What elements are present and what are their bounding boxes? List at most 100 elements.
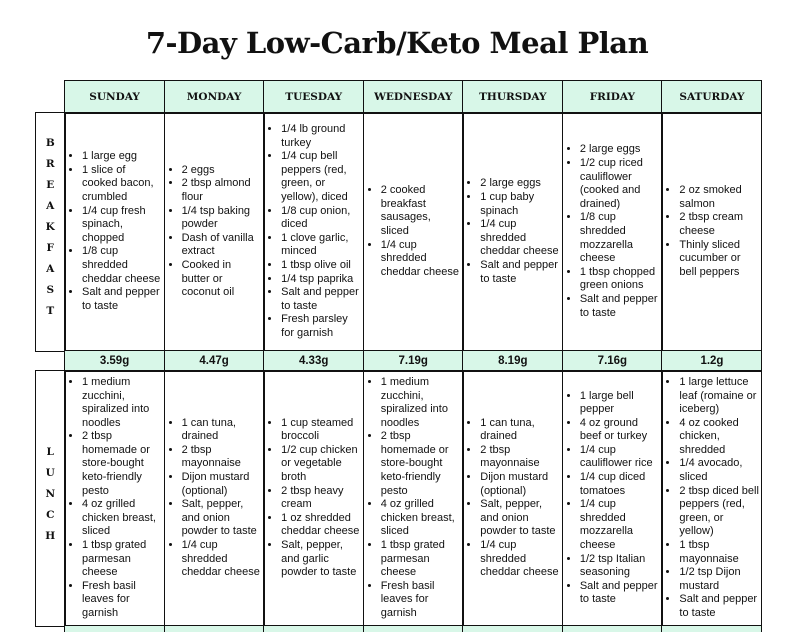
ingredient: 2 large eggs <box>580 143 660 157</box>
ingredient: 2 oz smoked salmon <box>679 184 759 211</box>
ingredient: 1 tbsp mayonnaise <box>679 539 759 566</box>
meal-cell: 1 large bell pepper4 oz ground beef or t… <box>561 370 663 627</box>
meal-cell: 2 large eggs1 cup baby spinach1/4 cup sh… <box>462 112 564 352</box>
carb-count: 3.59g <box>64 350 166 372</box>
meal-cell: 2 cooked breakfast sausages, sliced1/4 c… <box>362 112 464 352</box>
ingredient: 1/8 cup onion, diced <box>281 205 361 232</box>
ingredient: Fresh basil leaves for garnish <box>82 580 162 621</box>
ingredient: Dash of vanilla extract <box>182 232 262 259</box>
ingredient: 1 large egg <box>82 150 162 164</box>
ingredient-list: 2 eggs2 tbsp almond flour1/4 tsp baking … <box>169 164 262 300</box>
ingredient-list: 1 large lettuce leaf (romaine or iceberg… <box>666 376 759 621</box>
ingredient-list: 1 can tuna, drained2 tbsp mayonnaiseDijo… <box>467 417 560 580</box>
ingredient: 1/4 cup diced tomatoes <box>580 471 660 498</box>
ingredient: 1/2 tsp Dijon mustard <box>679 566 759 593</box>
carb-count <box>64 625 166 632</box>
ingredient-list: 2 large eggs1 cup baby spinach1/4 cup sh… <box>467 177 560 286</box>
carb-count: 4.47g <box>163 350 265 372</box>
ingredient: 2 tbsp heavy cream <box>281 485 361 512</box>
carb-count: 4.33g <box>263 350 365 372</box>
ingredient: 1 can tuna, drained <box>182 417 262 444</box>
carb-count: 7.19g <box>362 350 464 372</box>
ingredient: Salt, pepper, and onion powder to taste <box>182 498 262 539</box>
ingredient: 1 medium zucchini, spiralized into noodl… <box>381 376 461 430</box>
ingredient: Thinly sliced cucumber or bell peppers <box>679 239 759 280</box>
meal-cell: 2 eggs2 tbsp almond flour1/4 tsp baking … <box>163 112 265 352</box>
ingredient: 2 tbsp mayonnaise <box>480 444 560 471</box>
ingredient: 2 tbsp homemade or store-bought keto-fri… <box>82 430 162 498</box>
ingredient: 1/4 cup shredded cheddar cheese <box>381 239 461 280</box>
carb-count <box>263 625 365 632</box>
ingredient-list: 2 oz smoked salmon2 tbsp cream cheeseThi… <box>666 184 759 279</box>
meal-cell: 2 large eggs1/2 cup riced cauliflower (c… <box>561 112 663 352</box>
ingredient: 1 large lettuce leaf (romaine or iceberg… <box>679 376 759 417</box>
ingredient: 1 clove garlic, minced <box>281 232 361 259</box>
ingredient: 1 cup baby spinach <box>480 191 560 218</box>
ingredient: 1/4 cup bell peppers (red, green, or yel… <box>281 150 361 204</box>
ingredient: 1/4 tsp paprika <box>281 273 361 287</box>
ingredient: 1/4 cup shredded cheddar cheese <box>480 539 560 580</box>
ingredient: 2 tbsp mayonnaise <box>182 444 262 471</box>
ingredient-list: 1 large egg1 slice of cooked bacon, crum… <box>69 150 162 313</box>
ingredient: Salt and pepper to taste <box>281 286 361 313</box>
ingredient: Salt, pepper, and onion powder to taste <box>480 498 560 539</box>
carb-count: 8.19g <box>462 350 564 372</box>
meal-cell: 1 medium zucchini, spiralized into noodl… <box>362 370 464 627</box>
ingredient: 2 tbsp diced bell peppers (red, green, o… <box>679 485 759 539</box>
ingredient: Salt and pepper to taste <box>679 593 759 620</box>
ingredient: 1 tbsp grated parmesan cheese <box>381 539 461 580</box>
day-header: WEDNESDAY <box>362 80 464 114</box>
ingredient: Salt and pepper to taste <box>580 580 660 607</box>
ingredient: Salt, pepper, and garlic powder to taste <box>281 539 361 580</box>
ingredient: Fresh basil leaves for garnish <box>381 580 461 621</box>
day-header: TUESDAY <box>263 80 365 114</box>
ingredient-list: 1 can tuna, drained2 tbsp mayonnaiseDijo… <box>169 417 262 580</box>
day-header: SUNDAY <box>64 80 166 114</box>
meal-cell: 1 can tuna, drained2 tbsp mayonnaiseDijo… <box>462 370 564 627</box>
day-header: MONDAY <box>163 80 265 114</box>
ingredient: 1 tbsp olive oil <box>281 259 361 273</box>
ingredient: 4 oz cooked chicken, shredded <box>679 417 759 458</box>
ingredient-list: 2 large eggs1/2 cup riced cauliflower (c… <box>567 143 660 320</box>
carb-count: 1.2g <box>661 350 763 372</box>
carb-count: 7.16g <box>561 350 663 372</box>
meal-label: BREAKFAST <box>35 112 66 352</box>
ingredient: 2 tbsp homemade or store-bought keto-fri… <box>381 430 461 498</box>
meal-cell: 2 oz smoked salmon2 tbsp cream cheeseThi… <box>661 112 763 352</box>
ingredient: 1/4 cup fresh spinach, chopped <box>82 205 162 246</box>
meal-cell: 1 can tuna, drained2 tbsp mayonnaiseDijo… <box>163 370 265 627</box>
ingredient: Salt and pepper to taste <box>82 286 162 313</box>
ingredient: 1/4 tsp baking powder <box>182 205 262 232</box>
ingredient: 1/2 cup riced cauliflower (cooked and dr… <box>580 157 660 211</box>
ingredient-list: 1 cup steamed broccoli1/2 cup chicken or… <box>268 417 361 580</box>
ingredient: 1 slice of cooked bacon, crumbled <box>82 164 162 205</box>
meal-table: SUNDAY MONDAY TUESDAY WEDNESDAY THURSDAY FRID… <box>35 80 763 632</box>
ingredient: 1/4 cup shredded mozzarella cheese <box>580 498 660 552</box>
ingredient-list: 2 cooked breakfast sausages, sliced1/4 c… <box>368 184 461 279</box>
ingredient: 4 oz grilled chicken breast, sliced <box>381 498 461 539</box>
title: 7-Day Low-Carb/Keto Meal Plan <box>145 26 649 60</box>
ingredient: 1 oz shredded cheddar cheese <box>281 512 361 539</box>
ingredient-list: 1 medium zucchini, spiralized into noodl… <box>368 376 461 621</box>
ingredient: 1/8 cup shredded mozzarella cheese <box>580 211 660 265</box>
ingredient: Salt and pepper to taste <box>480 259 560 286</box>
day-header: FRIDAY <box>561 80 663 114</box>
carb-count <box>362 625 464 632</box>
ingredient: 1 can tuna, drained <box>480 417 560 444</box>
ingredient: Dijon mustard (optional) <box>480 471 560 498</box>
meal-cell: 1 medium zucchini, spiralized into noodl… <box>64 370 166 627</box>
ingredient: 2 tbsp almond flour <box>182 177 262 204</box>
ingredient: 4 oz grilled chicken breast, sliced <box>82 498 162 539</box>
carb-count <box>163 625 265 632</box>
carb-count <box>462 625 564 632</box>
day-header: THURSDAY <box>462 80 564 114</box>
ingredient: 1/8 cup shredded cheddar cheese <box>82 245 162 286</box>
ingredient: 1 tbsp grated parmesan cheese <box>82 539 162 580</box>
meal-cell: 1 large egg1 slice of cooked bacon, crum… <box>64 112 166 352</box>
ingredient: Cooked in butter or coconut oil <box>182 259 262 300</box>
ingredient: 1/4 lb ground turkey <box>281 123 361 150</box>
meal-cell: 1 cup steamed broccoli1/2 cup chicken or… <box>263 370 365 627</box>
day-header: SATURDAY <box>661 80 763 114</box>
ingredient: 1 medium zucchini, spiralized into noodl… <box>82 376 162 430</box>
